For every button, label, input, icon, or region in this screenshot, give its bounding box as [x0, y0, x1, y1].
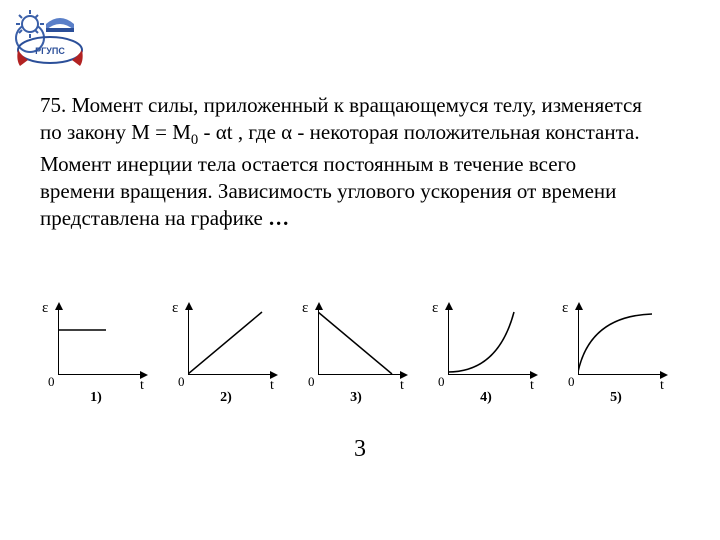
chart-4: ε 0 t 4) [430, 302, 542, 406]
chart-5: ε 0 t 5) [560, 302, 672, 406]
curve-step [58, 306, 144, 374]
axis-origin: 0 [568, 374, 575, 390]
axis-x-label: t [270, 378, 274, 394]
axis-x-label: t [660, 378, 664, 394]
axis-x-label: t [140, 378, 144, 394]
page-number: 3 [0, 436, 720, 463]
axis-y-label: ε [42, 300, 48, 317]
ellipsis: … [268, 206, 289, 230]
curve-concave-down [578, 306, 664, 374]
chart-label-4: 4) [480, 390, 492, 406]
axis-y-label: ε [562, 300, 568, 317]
svg-text:РГУПС: РГУПС [35, 46, 65, 56]
axis-y-label: ε [432, 300, 438, 317]
curve-falling [318, 306, 404, 374]
question-text: 75. Момент силы, приложенный к вращающем… [40, 92, 650, 232]
chart-label-2: 2) [220, 390, 232, 406]
curve-rising [188, 306, 274, 374]
university-logo: РГУПС [10, 10, 98, 68]
chart-3: ε 0 t 3) [300, 302, 412, 406]
axis-y-label: ε [302, 300, 308, 317]
axis-origin: 0 [48, 374, 55, 390]
chart-label-3: 3) [350, 390, 362, 406]
chart-label-5: 5) [610, 390, 622, 406]
axis-origin: 0 [438, 374, 445, 390]
axis-origin: 0 [178, 374, 185, 390]
charts-row: ε 0 t 1) ε 0 t 2) ε 0 t [40, 302, 690, 406]
axis-origin: 0 [308, 374, 315, 390]
axis-x-label: t [400, 378, 404, 394]
curve-concave-up [448, 306, 534, 374]
axis-x-label: t [530, 378, 534, 394]
chart-2: ε 0 t 2) [170, 302, 282, 406]
axis-y-label: ε [172, 300, 178, 317]
chart-1: ε 0 t 1) [40, 302, 152, 406]
chart-label-1: 1) [90, 390, 102, 406]
